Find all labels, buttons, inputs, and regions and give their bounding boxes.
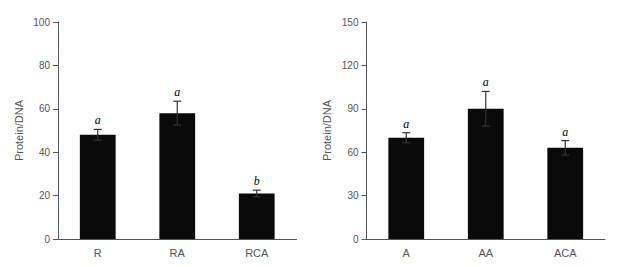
svg-text:AA: AA (478, 247, 493, 259)
svg-text:60: 60 (347, 147, 359, 158)
svg-text:ACA: ACA (554, 247, 577, 259)
svg-text:80: 80 (39, 60, 51, 71)
svg-text:RCA: RCA (245, 247, 269, 259)
svg-text:0: 0 (353, 234, 359, 245)
svg-text:a: a (483, 75, 489, 89)
svg-text:a: a (95, 113, 101, 127)
svg-text:Protein/DNA: Protein/DNA (321, 99, 333, 161)
svg-text:120: 120 (342, 60, 359, 71)
svg-text:a: a (562, 125, 568, 139)
svg-text:A: A (403, 247, 411, 259)
svg-text:90: 90 (347, 103, 359, 114)
svg-text:0: 0 (44, 234, 50, 245)
svg-text:a: a (174, 85, 180, 99)
svg-text:100: 100 (33, 17, 50, 28)
svg-text:150: 150 (342, 17, 359, 28)
svg-text:30: 30 (347, 190, 359, 201)
svg-text:60: 60 (39, 103, 51, 114)
svg-text:20: 20 (39, 190, 51, 201)
svg-text:a: a (403, 117, 409, 131)
svg-text:b: b (254, 174, 260, 188)
svg-text:40: 40 (39, 147, 51, 158)
svg-text:R: R (94, 247, 102, 259)
svg-text:Protein/DNA: Protein/DNA (13, 99, 25, 161)
svg-text:RA: RA (170, 247, 186, 259)
